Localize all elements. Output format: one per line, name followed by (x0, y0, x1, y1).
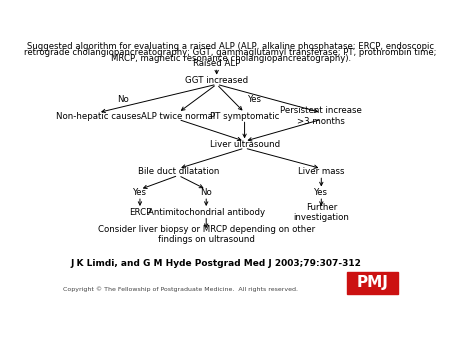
Text: ALP twice normal: ALP twice normal (141, 112, 216, 121)
Text: PT symptomatic: PT symptomatic (210, 112, 279, 121)
Text: ERCP: ERCP (129, 208, 151, 217)
Text: Liver mass: Liver mass (298, 168, 345, 176)
Text: Liver ultrasound: Liver ultrasound (210, 140, 279, 149)
Text: No: No (117, 95, 128, 104)
Text: Consider liver biopsy or MRCP depending on other
findings on ultrasound: Consider liver biopsy or MRCP depending … (98, 225, 315, 244)
Text: Yes: Yes (314, 188, 328, 197)
Text: Antimitochondrial antibody: Antimitochondrial antibody (148, 208, 265, 217)
Text: PMJ: PMJ (357, 275, 389, 290)
Text: Copyright © The Fellowship of Postgraduate Medicine.  All rights reserved.: Copyright © The Fellowship of Postgradua… (63, 287, 298, 292)
Text: Raised ALP: Raised ALP (193, 59, 240, 69)
Text: J K Limdi, and G M Hyde Postgrad Med J 2003;79:307-312: J K Limdi, and G M Hyde Postgrad Med J 2… (70, 259, 361, 268)
Text: No: No (200, 188, 212, 197)
Text: Non-hepatic causes: Non-hepatic causes (55, 112, 141, 121)
Text: Suggested algorithm for evaluating a raised ALP (ALP, alkaline phosphatase; ERCP: Suggested algorithm for evaluating a rai… (27, 42, 434, 51)
Text: Bile duct dilatation: Bile duct dilatation (138, 168, 219, 176)
Text: Further
investigation: Further investigation (293, 203, 349, 222)
Text: Yes: Yes (133, 188, 147, 197)
FancyBboxPatch shape (347, 272, 398, 293)
Text: MRCP, magnetic resonance cholangiopancreatography).: MRCP, magnetic resonance cholangiopancre… (111, 54, 351, 63)
Text: GGT increased: GGT increased (185, 76, 248, 86)
Text: Yes: Yes (248, 95, 262, 104)
Text: retrograde cholangiopancreatography; GGT, gammaglutamyl transferase; PT, prothro: retrograde cholangiopancreatography; GGT… (24, 48, 437, 57)
Text: Persistent increase
>3 months: Persistent increase >3 months (280, 106, 362, 126)
